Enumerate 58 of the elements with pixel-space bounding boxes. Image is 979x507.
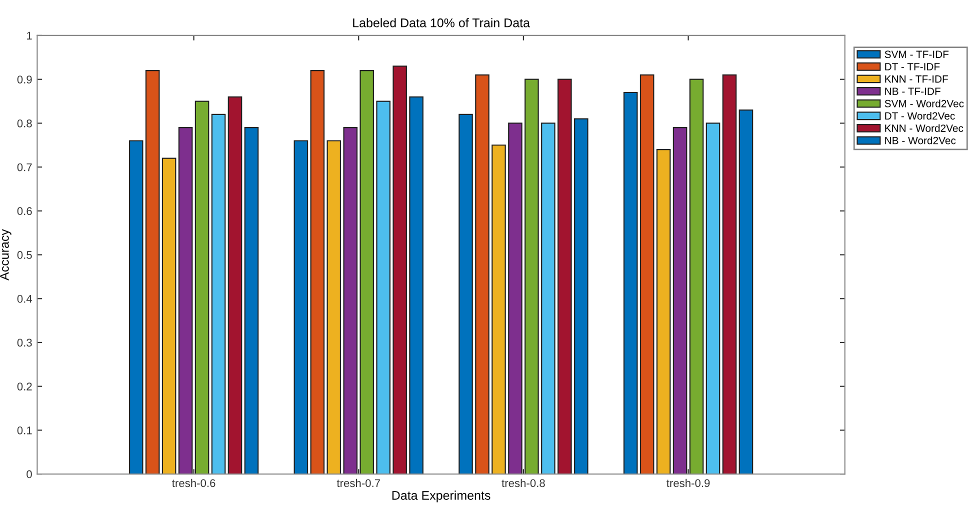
bar	[492, 144, 506, 474]
bar	[360, 70, 374, 474]
bar	[310, 70, 325, 474]
bar	[574, 118, 588, 474]
bar	[706, 122, 720, 474]
legend-label: KNN - Word2Vec	[885, 124, 964, 132]
legend-label: SVM - TF-IDF	[884, 50, 949, 58]
bar	[228, 96, 242, 474]
bar	[128, 140, 144, 474]
chart-title: Labeled Data 10% of Train Data	[353, 18, 530, 28]
x-tick-label: tresh-0.9	[666, 478, 710, 488]
bar	[722, 74, 737, 474]
bar	[558, 78, 572, 474]
y-tick-label: 1	[27, 32, 32, 40]
bar	[656, 148, 671, 474]
legend-label: NB - TF-IDF	[885, 88, 940, 95]
bar	[623, 92, 638, 474]
x-tick-label: tresh-0.7	[336, 478, 380, 488]
legend-label: DT - Word2Vec	[885, 112, 955, 120]
bar	[475, 74, 490, 474]
bar	[194, 100, 210, 474]
bar	[689, 78, 704, 474]
bar	[524, 78, 539, 474]
bar	[392, 66, 407, 474]
bar	[162, 158, 176, 474]
y-tick-label: 0	[26, 470, 32, 478]
bar	[458, 114, 473, 474]
y-tick-label: 0.9	[17, 76, 32, 84]
x-tick-label: tresh-0.6	[172, 478, 216, 488]
x-axis-title: Data Experiments	[392, 490, 490, 502]
legend-label: KNN - TF-IDF	[885, 75, 948, 83]
bar	[145, 70, 160, 474]
bar	[409, 96, 424, 474]
x-tick-label: tresh-0.8	[502, 478, 545, 488]
y-tick-label: 0.3	[17, 338, 32, 347]
y-tick-label: 0.2	[17, 382, 32, 390]
bar	[672, 127, 688, 474]
y-tick-label: 0.7	[17, 163, 32, 172]
bar	[343, 127, 358, 474]
bar	[294, 140, 308, 474]
y-tick-label: 0.4	[17, 294, 32, 303]
bar	[541, 122, 556, 474]
bar	[178, 127, 193, 474]
y-axis-title: Accuracy	[0, 229, 12, 280]
legend-label: NB - Word2Vec	[885, 136, 956, 144]
bar	[244, 127, 259, 474]
y-tick-label: 0.1	[17, 426, 32, 434]
legend-label: SVM - Word2Vec	[884, 100, 964, 108]
bar	[738, 109, 754, 474]
bar	[211, 114, 226, 474]
y-tick-label: 0.6	[17, 207, 32, 216]
bar	[376, 100, 390, 474]
bar	[640, 74, 654, 474]
bar	[508, 122, 522, 474]
y-tick-label: 0.8	[17, 119, 32, 128]
legend-label: DT - TF-IDF	[885, 63, 940, 70]
bar	[326, 140, 342, 474]
y-tick-label: 0.5	[17, 251, 32, 259]
